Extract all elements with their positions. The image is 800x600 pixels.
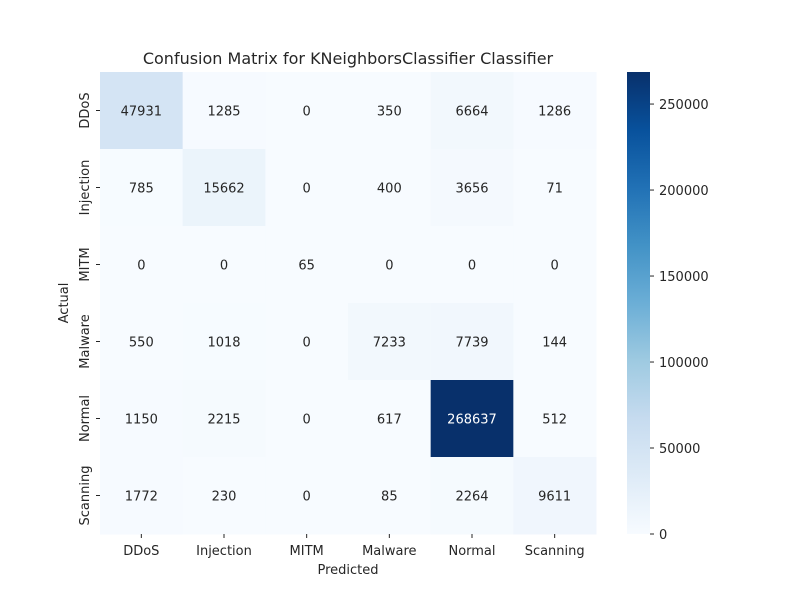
cell-value-label: 617 <box>377 413 402 428</box>
heatmap-cell <box>430 303 514 381</box>
colorbar-tick-label: 50000 <box>659 442 700 457</box>
cell-value-label: 1150 <box>125 413 158 428</box>
colorbar-tick-label: 250000 <box>659 98 709 113</box>
y-tick-label: Malware <box>78 314 93 368</box>
heatmap-cell <box>182 380 266 458</box>
heatmap-cell <box>100 380 184 458</box>
cell-value-label: 0 <box>551 259 559 274</box>
cell-value-label: 400 <box>377 182 402 197</box>
heatmap-cell <box>348 457 432 535</box>
cell-value-label: 1285 <box>207 105 240 120</box>
y-tick-label: MITM <box>78 247 93 281</box>
heatmap-cell <box>348 226 432 304</box>
heatmap-cell <box>513 303 597 381</box>
cell-value-label: 0 <box>385 259 393 274</box>
heatmap-cell <box>265 226 349 304</box>
heatmap-cell <box>100 457 184 535</box>
heatmap-cell <box>513 457 597 535</box>
x-tick-label: Injection <box>196 544 252 559</box>
cell-value-label: 0 <box>303 413 311 428</box>
cell-value-label: 144 <box>542 336 567 351</box>
cell-value-label: 2264 <box>455 490 488 505</box>
cell-value-label: 2215 <box>207 413 240 428</box>
cell-value-label: 47931 <box>121 105 162 120</box>
cell-value-label: 15662 <box>203 182 244 197</box>
colorbar-tick-label: 200000 <box>659 184 709 199</box>
cell-value-label: 0 <box>468 259 476 274</box>
heatmap-cell <box>513 149 597 227</box>
heatmap-cell <box>348 380 432 458</box>
cell-value-label: 0 <box>303 490 311 505</box>
cell-value-label: 9611 <box>538 490 571 505</box>
heatmap-cell <box>100 149 184 227</box>
heatmap-cell <box>348 303 432 381</box>
cell-value-label: 512 <box>542 413 567 428</box>
cell-value-label: 0 <box>220 259 228 274</box>
cell-value-label: 350 <box>377 105 402 120</box>
cell-value-label: 65 <box>298 259 315 274</box>
heatmap-cell <box>430 380 514 458</box>
cell-value-label: 0 <box>303 182 311 197</box>
y-tick-label: Normal <box>78 395 93 442</box>
heatmap-cell <box>182 226 266 304</box>
heatmap-cell <box>265 457 349 535</box>
cell-value-label: 85 <box>381 490 398 505</box>
cell-value-label: 0 <box>137 259 145 274</box>
x-tick-label: MITM <box>290 544 324 559</box>
heatmap-cell <box>513 72 597 150</box>
cell-value-label: 785 <box>129 182 154 197</box>
heatmap-cell <box>513 380 597 458</box>
heatmap-cell <box>182 303 266 381</box>
cell-value-label: 0 <box>303 105 311 120</box>
y-tick-label: Scanning <box>78 466 93 526</box>
heatmap-cell <box>182 72 266 150</box>
heatmap-cell <box>430 149 514 227</box>
cell-value-label: 7739 <box>455 336 488 351</box>
heatmap-cell <box>182 457 266 535</box>
heatmap-cell <box>430 457 514 535</box>
cell-value-label: 230 <box>212 490 237 505</box>
cell-value-label: 6664 <box>455 105 488 120</box>
y-tick-label: DDoS <box>78 92 93 128</box>
heatmap-cell <box>265 149 349 227</box>
y-tick-label: Injection <box>78 160 93 216</box>
heatmap-cell <box>100 72 184 150</box>
cell-value-label: 268637 <box>447 413 497 428</box>
cell-value-label: 3656 <box>455 182 488 197</box>
heatmap-cell <box>513 226 597 304</box>
heatmap-cell <box>348 72 432 150</box>
x-tick-label: DDoS <box>123 544 159 559</box>
cell-value-label: 1018 <box>207 336 240 351</box>
cell-value-label: 71 <box>546 182 563 197</box>
x-axis-label: Predicted <box>317 563 378 578</box>
heatmap-cell <box>348 149 432 227</box>
cell-value-label: 1772 <box>125 490 158 505</box>
heatmap-cell <box>265 380 349 458</box>
cell-value-label: 7233 <box>373 336 406 351</box>
x-tick-label: Scanning <box>525 544 585 559</box>
heatmap-grid: 47931 1285 0 350 6664 1286 785 15662 0 400 3656 71 0… <box>100 72 597 535</box>
heatmap-cell <box>182 149 266 227</box>
cell-value-label: 1286 <box>538 105 571 120</box>
chart-title: Confusion Matrix for KNeighborsClassifie… <box>143 49 554 68</box>
heatmap-cell <box>265 303 349 381</box>
heatmap-cell <box>265 72 349 150</box>
heatmap-cell <box>430 72 514 150</box>
x-tick-label: Normal <box>448 544 495 559</box>
y-axis-ticks: DDoS Injection MITM Malware Normal Scanning <box>78 92 100 525</box>
y-axis-label: Actual <box>57 283 72 324</box>
cell-value-label: 550 <box>129 336 154 351</box>
x-tick-label: Malware <box>362 544 416 559</box>
cell-value-label: 0 <box>303 336 311 351</box>
x-axis-ticks: DDoS Injection MITM Malware Normal Scanning <box>123 534 585 559</box>
colorbar: 0 50000 100000 150000 200000 250000 <box>627 72 709 543</box>
heatmap-cell <box>430 226 514 304</box>
heatmap-cell <box>100 303 184 381</box>
colorbar-tick-label: 150000 <box>659 270 709 285</box>
colorbar-tick-label: 0 <box>659 528 667 543</box>
colorbar-gradient <box>627 72 650 534</box>
colorbar-tick-label: 100000 <box>659 356 709 371</box>
heatmap-cell <box>100 226 184 304</box>
